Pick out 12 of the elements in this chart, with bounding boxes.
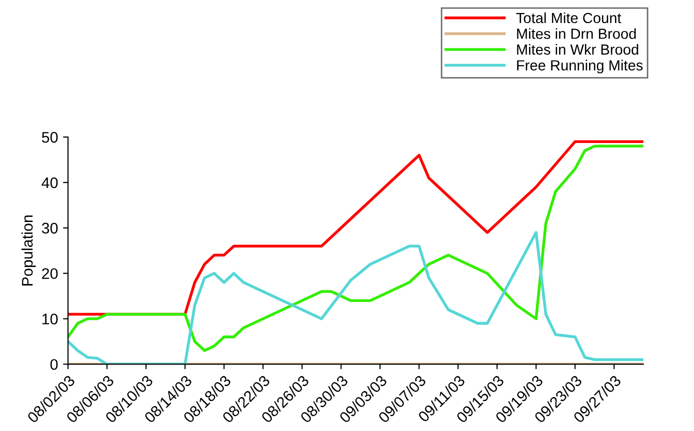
y-tick-label: 40: [42, 177, 58, 188]
line-series: [68, 144, 644, 352]
y-tick-label: 50: [42, 132, 58, 143]
y-tick-label: 0: [50, 359, 58, 370]
legend-label: Mites in Drn Brood: [517, 28, 636, 39]
y-tick-label: 20: [42, 268, 58, 280]
y-tick-label: 10: [42, 314, 58, 324]
legend-label: Mites in Wkr Brood: [517, 44, 638, 55]
legend-label: Total Mite Count: [516, 12, 622, 24]
y-axis-title: Population: [22, 216, 36, 286]
y-tick-label: 30: [42, 222, 58, 234]
legend-label: Free Running Mites: [517, 60, 643, 74]
